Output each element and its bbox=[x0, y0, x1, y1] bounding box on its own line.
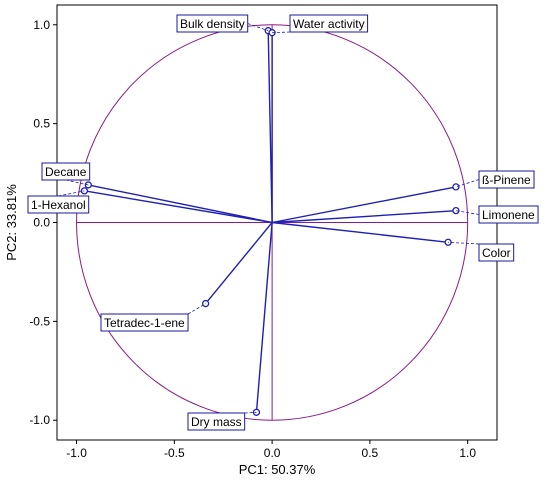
vector-pinene bbox=[271, 186, 457, 224]
leader-limonene bbox=[455, 210, 480, 215]
label-text-water-activity: Water activity bbox=[293, 17, 365, 31]
label-box-water-activity bbox=[289, 14, 369, 33]
label-text-bulk-density: Bulk density bbox=[180, 17, 245, 31]
point-limonene bbox=[452, 206, 460, 215]
leader-tetradec-1-ene bbox=[187, 303, 206, 315]
vector-1-hexanol bbox=[84, 190, 273, 224]
y-tick-label: -1.0 bbox=[29, 413, 50, 427]
y-axis-title: PC2: 33.81% bbox=[4, 184, 19, 261]
leader-1-hexanol bbox=[58, 190, 85, 197]
x-tick-label: -0.5 bbox=[164, 446, 185, 460]
label-pinene: ß-Pinene bbox=[455, 170, 535, 189]
label-water-activity: Water activity bbox=[272, 14, 369, 34]
vector-decane bbox=[88, 184, 273, 224]
x-tick-label: 0.0 bbox=[264, 446, 281, 460]
variable-vectors bbox=[80, 27, 460, 416]
y-tick-label: 1.0 bbox=[33, 18, 50, 32]
vector-dry-mass bbox=[255, 222, 273, 413]
label-box-color bbox=[478, 243, 515, 262]
label-text-decane: Decane bbox=[45, 165, 87, 179]
label-box-dry-mass bbox=[187, 412, 246, 431]
leader-dry-mass bbox=[244, 411, 257, 414]
vector-limonene bbox=[272, 209, 456, 224]
y-tick-label: 0.5 bbox=[33, 117, 50, 131]
label-limonene: Limonene bbox=[455, 205, 539, 224]
leader-color bbox=[448, 241, 480, 245]
leader-water-activity bbox=[272, 31, 291, 34]
x-tick-label: 0.5 bbox=[362, 446, 379, 460]
leader-decane bbox=[65, 179, 89, 186]
x-axis-title: PC1: 50.37% bbox=[239, 462, 316, 477]
label-dry-mass: Dry mass bbox=[187, 411, 257, 431]
label-text-pinene: ß-Pinene bbox=[482, 173, 531, 187]
y-tick-label: 0.0 bbox=[33, 216, 50, 230]
label-text-tetradec-1-ene: Tetradec-1-ene bbox=[104, 316, 185, 330]
point-pinene bbox=[452, 183, 460, 191]
label-tetradec-1-ene: Tetradec-1-ene bbox=[100, 303, 206, 332]
label-text-dry-mass: Dry mass bbox=[191, 415, 242, 429]
label-text-limonene: Limonene bbox=[482, 208, 535, 222]
y-tick-label: -0.5 bbox=[29, 314, 50, 328]
vector-tetradec-1-ene bbox=[205, 222, 273, 305]
label-box-tetradec-1-ene bbox=[100, 313, 189, 332]
x-tick-label: 1.0 bbox=[459, 446, 476, 460]
variable-labels: Bulk density Water activity Decane 1-Hexano… bbox=[27, 14, 539, 431]
label-color: Color bbox=[448, 241, 515, 262]
leader-bulk-density bbox=[247, 23, 269, 32]
vector-color bbox=[272, 221, 449, 243]
axis-ticks: -1.0 -0.5 0.0 0.5 1.0 -1.0 -0.5 0.0 0.5 1.0 bbox=[29, 18, 476, 460]
leader-pinene bbox=[455, 179, 480, 188]
label-text-1-hexanol: 1-Hexanol bbox=[31, 198, 86, 212]
x-tick-label: -1.0 bbox=[66, 446, 87, 460]
label-text-color: Color bbox=[482, 246, 511, 260]
label-bulk-density: Bulk density bbox=[176, 14, 269, 33]
label-1-hexanol: 1-Hexanol bbox=[27, 190, 90, 214]
label-decane: Decane bbox=[41, 162, 91, 186]
